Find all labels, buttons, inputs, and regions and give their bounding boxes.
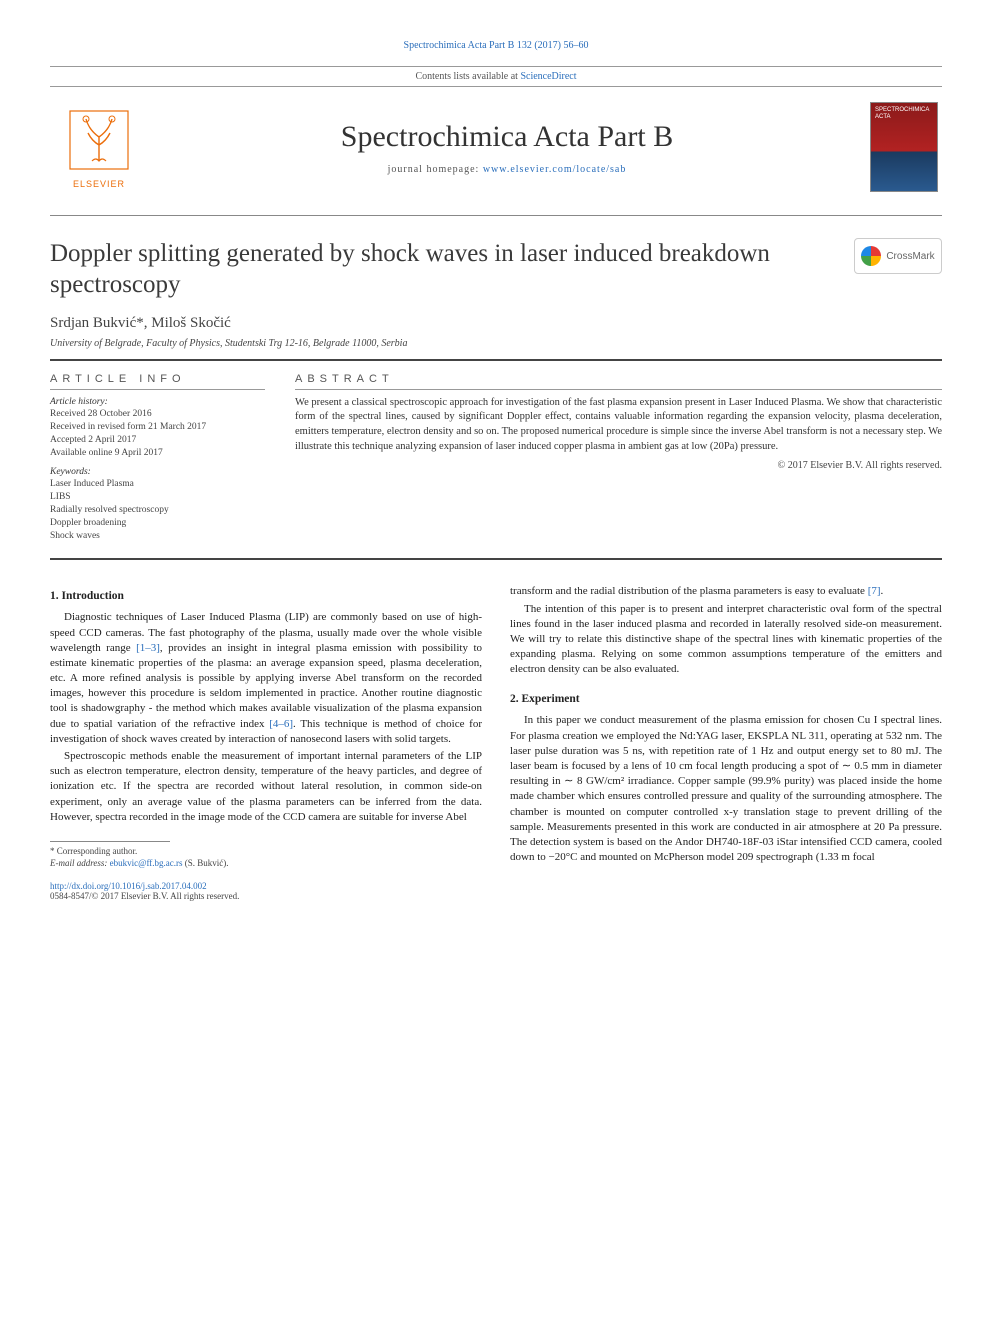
article-title: Doppler splitting generated by shock wav… — [50, 238, 854, 301]
right-column: transform and the radial distribution of… — [510, 584, 942, 901]
abstract-column: ABSTRACT We present a classical spectros… — [295, 373, 942, 549]
elsevier-logo-text: ELSEVIER — [73, 179, 125, 189]
keyword-item: Radially resolved spectroscopy — [50, 505, 169, 515]
doi-link[interactable]: http://dx.doi.org/10.1016/j.sab.2017.04.… — [50, 881, 207, 891]
abstract-copyright: © 2017 Elsevier B.V. All rights reserved… — [295, 460, 942, 471]
elsevier-logo: ELSEVIER — [54, 97, 144, 197]
abstract-text: We present a classical spectroscopic app… — [295, 389, 942, 455]
journal-homepage-line: journal homepage: www.elsevier.com/locat… — [144, 164, 870, 175]
left-column: 1. Introduction Diagnostic techniques of… — [50, 584, 482, 901]
footnote-block: * Corresponding author. E-mail address: … — [50, 846, 482, 869]
thick-divider — [50, 359, 942, 361]
body-paragraph: In this paper we conduct measurement of … — [510, 713, 942, 865]
keyword-item: Doppler broadening — [50, 518, 126, 528]
footnote-separator — [50, 841, 170, 842]
abstract-label: ABSTRACT — [295, 373, 942, 385]
homepage-prefix: journal homepage: — [388, 164, 483, 175]
elsevier-tree-icon — [64, 105, 134, 175]
experiment-heading: 2. Experiment — [510, 693, 942, 705]
affiliation-line: University of Belgrade, Faculty of Physi… — [50, 338, 942, 349]
doi-block: http://dx.doi.org/10.1016/j.sab.2017.04.… — [50, 881, 482, 901]
thick-divider — [50, 558, 942, 560]
keyword-item: LIBS — [50, 492, 71, 502]
ref-citation[interactable]: [4–6] — [269, 718, 293, 730]
keyword-item: Shock waves — [50, 531, 100, 541]
journal-title: Spectrochimica Acta Part B — [144, 120, 870, 154]
history-label: Article history: — [50, 397, 108, 407]
contents-available-bar: Contents lists available at ScienceDirec… — [50, 66, 942, 87]
article-info-label: ARTICLE INFO — [50, 373, 265, 385]
journal-cover-thumbnail: SPECTROCHIMICA ACTA — [870, 102, 938, 192]
info-abstract-row: ARTICLE INFO Article history: Received 2… — [50, 373, 942, 549]
crossmark-label: CrossMark — [886, 251, 934, 262]
contents-prefix: Contents lists available at — [415, 71, 520, 82]
issn-copyright-line: 0584-8547/© 2017 Elsevier B.V. All right… — [50, 891, 239, 901]
cover-thumb-label: SPECTROCHIMICA ACTA — [875, 107, 937, 120]
body-columns: 1. Introduction Diagnostic techniques of… — [50, 584, 942, 901]
body-paragraph: The intention of this paper is to presen… — [510, 602, 942, 678]
history-online: Available online 9 April 2017 — [50, 448, 163, 458]
sciencedirect-link[interactable]: ScienceDirect — [520, 71, 576, 82]
author-email-link[interactable]: ebukvic@ff.bg.ac.rs — [110, 858, 183, 868]
journal-masthead: ELSEVIER Spectrochimica Acta Part B jour… — [50, 97, 942, 197]
article-info-column: ARTICLE INFO Article history: Received 2… — [50, 373, 265, 549]
experiment-text: In this paper we conduct measurement of … — [510, 713, 942, 865]
history-received: Received 28 October 2016 — [50, 409, 152, 419]
divider-rule — [50, 215, 942, 216]
ref-citation[interactable]: [7] — [868, 585, 881, 597]
crossmark-badge[interactable]: CrossMark — [854, 238, 942, 274]
authors-line: Srdjan Bukvić*, Miloš Skočić — [50, 315, 942, 332]
journal-citation-link[interactable]: Spectrochimica Acta Part B 132 (2017) 56… — [404, 40, 589, 51]
journal-citation-header: Spectrochimica Acta Part B 132 (2017) 56… — [50, 40, 942, 51]
article-info-block: Article history: Received 28 October 201… — [50, 389, 265, 543]
title-row: Doppler splitting generated by shock wav… — [50, 238, 942, 301]
email-label: E-mail address: — [50, 858, 110, 868]
corresponding-author-note: * Corresponding author. — [50, 846, 482, 858]
history-accepted: Accepted 2 April 2017 — [50, 435, 136, 445]
right-column-text: transform and the radial distribution of… — [510, 584, 942, 677]
ref-citation[interactable]: [1–3] — [136, 642, 160, 654]
history-revised: Received in revised form 21 March 2017 — [50, 422, 206, 432]
crossmark-icon — [861, 246, 881, 266]
journal-homepage-link[interactable]: www.elsevier.com/locate/sab — [483, 164, 627, 175]
introduction-text: Diagnostic techniques of Laser Induced P… — [50, 610, 482, 824]
journal-center-block: Spectrochimica Acta Part B journal homep… — [144, 120, 870, 175]
intro-paragraph: Spectroscopic methods enable the measure… — [50, 749, 482, 825]
keywords-label: Keywords: — [50, 467, 91, 477]
intro-paragraph: Diagnostic techniques of Laser Induced P… — [50, 610, 482, 747]
introduction-heading: 1. Introduction — [50, 590, 482, 602]
email-suffix: (S. Bukvić). — [183, 858, 229, 868]
keyword-item: Laser Induced Plasma — [50, 479, 134, 489]
body-paragraph: transform and the radial distribution of… — [510, 584, 942, 599]
